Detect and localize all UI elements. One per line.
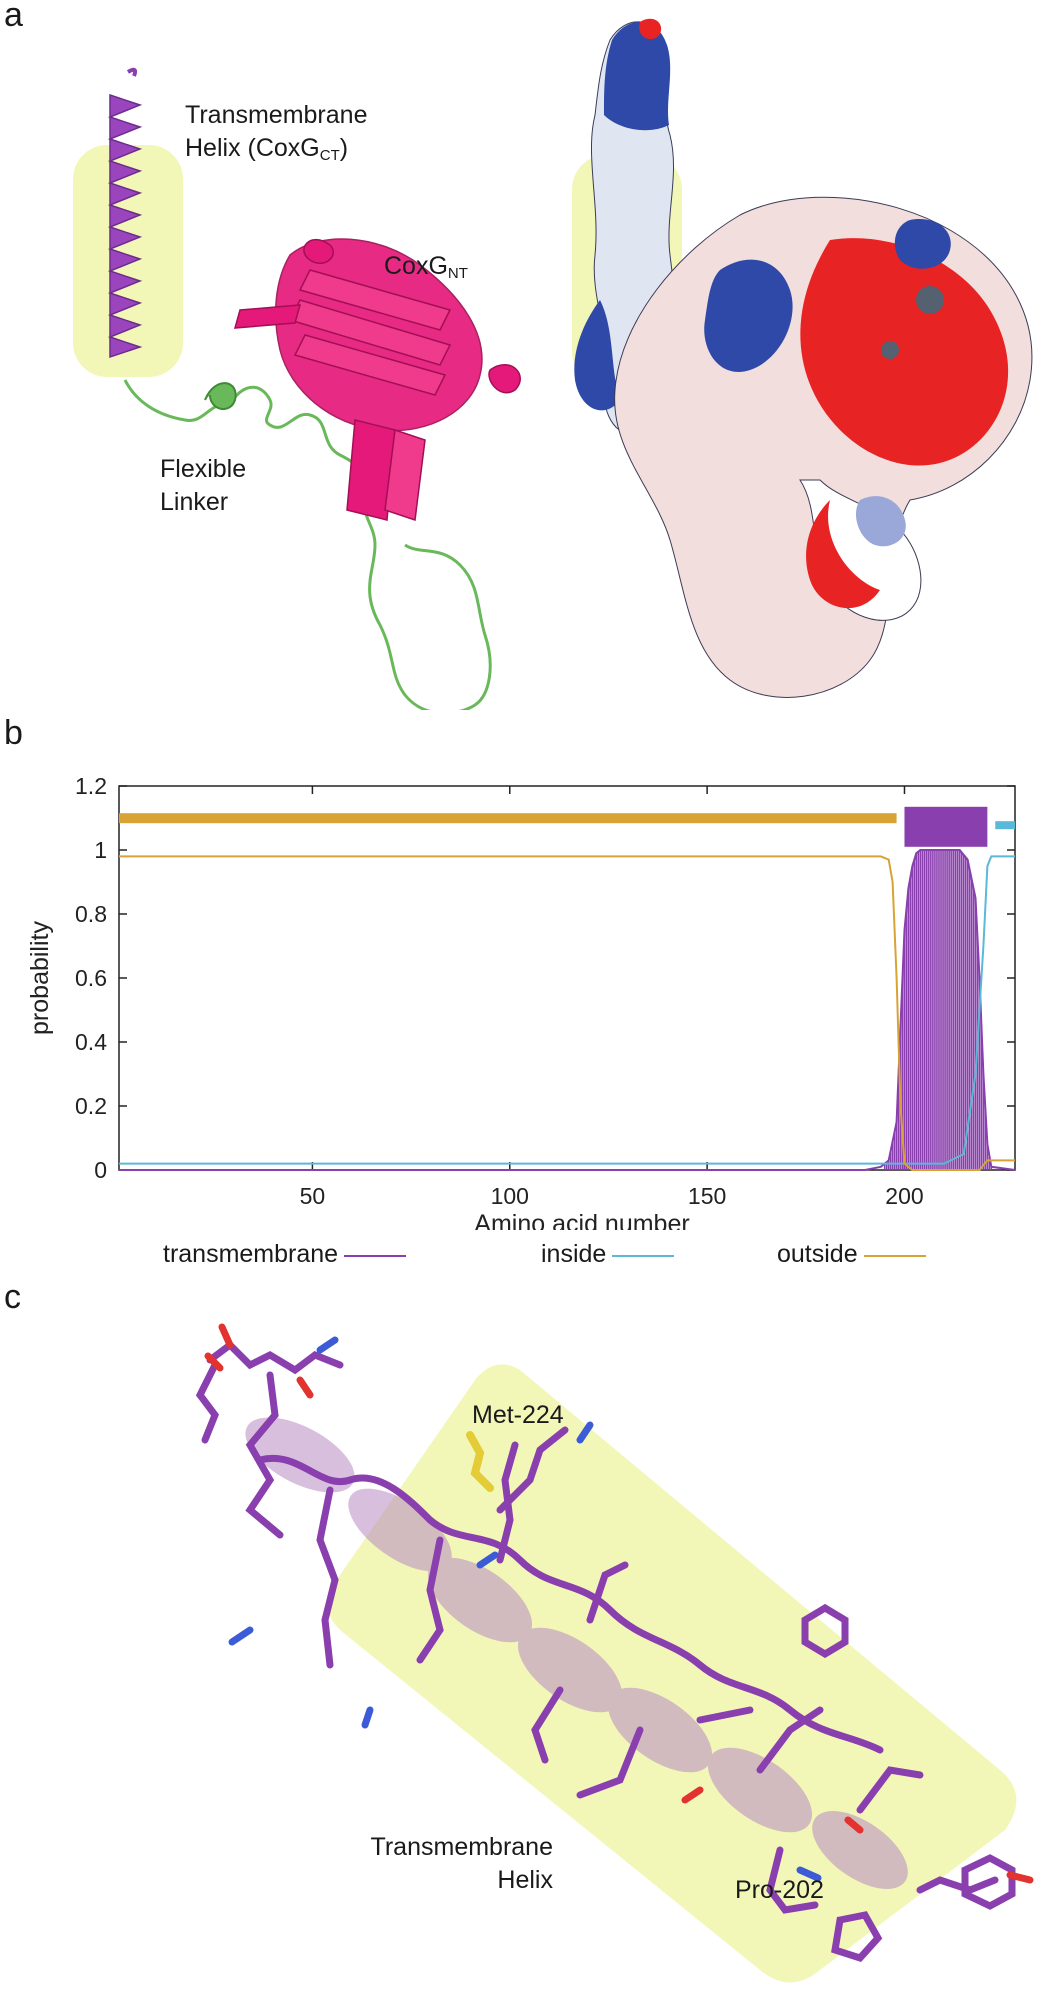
x-tick-label: 200	[885, 1183, 923, 1209]
panel-letter-c: c	[4, 1278, 21, 1316]
series-line-transmembrane	[119, 849, 1016, 1171]
legend-outside: outside	[777, 1240, 926, 1269]
y-tick-label: 0.4	[75, 1029, 107, 1055]
y-tick-label: 0.6	[75, 965, 107, 991]
atom-highlights	[204, 1323, 1034, 1884]
y-tick-label: 0.8	[75, 901, 107, 927]
coxg-nt-domain-ribbon	[233, 238, 521, 522]
x-tick-label: 150	[688, 1183, 726, 1209]
topology-bar-transmembrane	[904, 806, 988, 847]
y-tick-label: 0.2	[75, 1093, 107, 1119]
electrostatic-surface	[574, 18, 1033, 698]
met-224-sulfur	[466, 1431, 494, 1492]
x-axis-label: Amino acid number	[474, 1210, 689, 1230]
legend-swatch-outside	[863, 1255, 926, 1257]
helix-stick-model	[195, 1340, 999, 1914]
panel-c-illustration	[195, 1323, 1034, 1983]
legend-swatch-transmembrane	[344, 1255, 407, 1257]
x-tick-label: 100	[491, 1183, 529, 1209]
panel-letter-a: a	[4, 0, 23, 34]
topology-bar-outside	[119, 813, 897, 824]
tm-helix-label: Transmembrane Helix (CoxGCT)	[185, 99, 367, 172]
x-tick-label: 50	[300, 1183, 326, 1209]
linker-helix-turn	[204, 382, 237, 410]
legend-transmembrane: transmembrane	[163, 1240, 407, 1269]
coxg-nt-label: CoxGNT	[384, 252, 468, 282]
y-tick-label: 1	[94, 837, 107, 863]
flexible-linker-ribbon	[123, 379, 492, 710]
proline-ring	[831, 1911, 883, 1963]
panel-a-illustration	[73, 18, 1033, 710]
probability-chart: 0 0.2 0.4 0.6 0.8 1 1.2 50 100 150 200 Amino acid n…	[26, 773, 1016, 1230]
legend-inside: inside	[541, 1240, 675, 1269]
series-line-inside	[119, 855, 1015, 1165]
legend-swatch-inside	[612, 1255, 675, 1257]
pro-202-label: Pro-202	[735, 1876, 824, 1904]
tyrosine-ring	[961, 1854, 1016, 1910]
series-line-outside	[119, 855, 1015, 1171]
phenylalanine-ring	[801, 1603, 849, 1659]
tm-helix-label-c: Transmembrane Helix	[370, 1833, 553, 1894]
y-axis-label: probability	[26, 921, 54, 1035]
y-tick-label: 1.2	[75, 773, 107, 799]
tm-helix-label-line2: Helix (CoxGCT)	[185, 134, 349, 164]
tm-helix-label-line1: Transmembrane	[185, 101, 368, 129]
topology-bar-inside	[995, 821, 1015, 830]
panel-letter-b: b	[4, 714, 23, 752]
helix-backbone-shading	[245, 1417, 908, 1890]
transmembrane-helix-ribbon	[107, 67, 143, 359]
y-tick-label: 0	[94, 1157, 107, 1183]
plot-frame	[118, 785, 1016, 1171]
flexible-linker-label: Flexible Linker	[160, 455, 247, 516]
met-224-label: Met-224	[472, 1401, 564, 1429]
